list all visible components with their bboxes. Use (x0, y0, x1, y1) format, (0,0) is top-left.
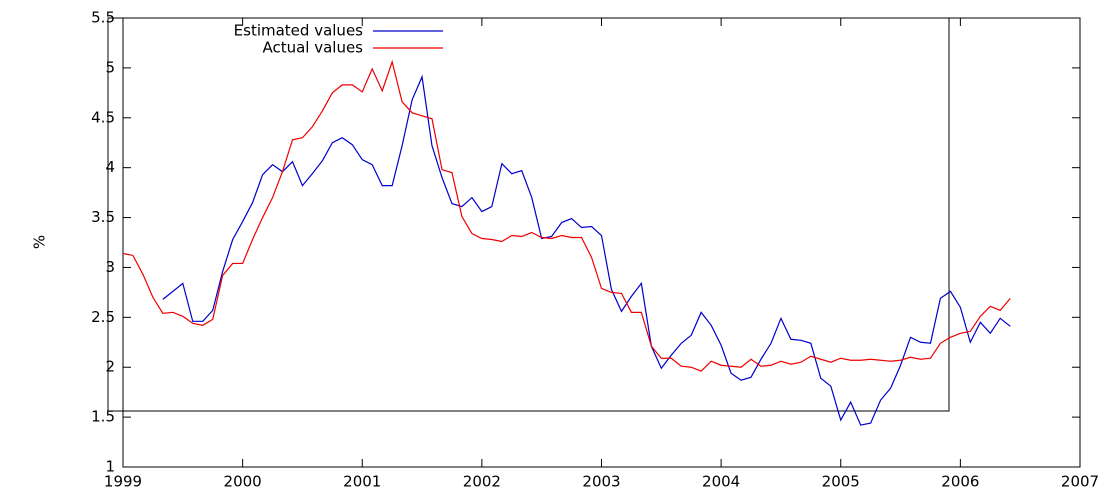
x-tick-label: 2001 (343, 473, 381, 491)
x-tick-label: 1999 (104, 473, 142, 491)
y-tick-label: 5.5 (91, 9, 115, 27)
x-tick-label: 2003 (582, 473, 620, 491)
x-tick-label: 2006 (941, 473, 979, 491)
y-tick-label: 5 (105, 58, 115, 76)
legend-label: Actual values (262, 39, 363, 57)
x-tick-label: 2007 (1061, 473, 1099, 491)
x-tick-label: 2000 (224, 473, 262, 491)
y-axis-label: % (31, 235, 49, 249)
x-tick-label: 2005 (822, 473, 860, 491)
x-tick-label: 2002 (463, 473, 501, 491)
y-tick-label: 3 (105, 258, 115, 276)
y-tick-label: 1 (105, 458, 115, 476)
plot-frame (122, 17, 1081, 468)
y-tick-label: 1.5 (91, 408, 115, 426)
y-tick-label: 3.5 (91, 208, 115, 226)
y-tick-label: 4 (105, 158, 115, 176)
series-line (122, 59, 1011, 372)
legend-label: Estimated values (234, 22, 364, 40)
y-tick-label: 2 (105, 358, 115, 376)
zoom-box (107, 17, 950, 412)
y-tick-label: 4.5 (91, 108, 115, 126)
y-tick-label: 2.5 (91, 308, 115, 326)
series-line (162, 74, 1011, 426)
x-tick-label: 2004 (702, 473, 740, 491)
